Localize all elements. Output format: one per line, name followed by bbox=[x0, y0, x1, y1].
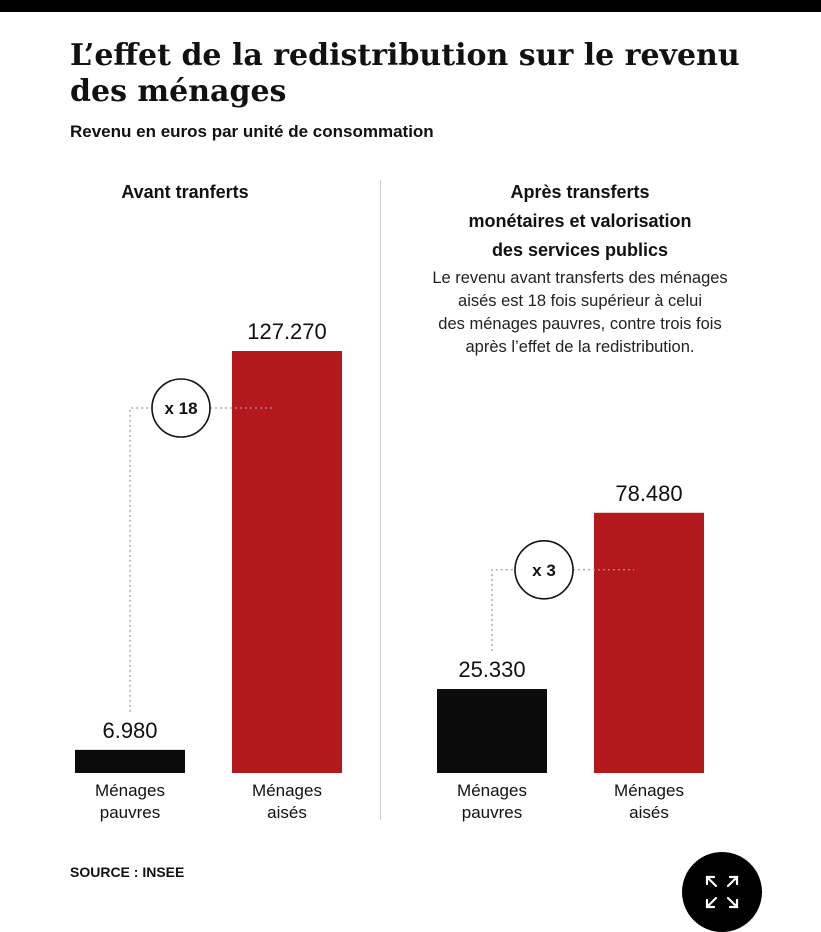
category-label: aisés bbox=[267, 803, 307, 822]
bar-menages-pauvres bbox=[75, 749, 185, 773]
expand-arrows-icon bbox=[705, 875, 739, 909]
left-panel-title: Avant tranferts bbox=[121, 182, 249, 202]
value-label: 78.480 bbox=[615, 481, 682, 506]
value-label: 25.330 bbox=[458, 657, 525, 682]
category-label: Ménages bbox=[614, 781, 684, 800]
source-note: SOURCE : INSEE bbox=[70, 864, 185, 880]
category-label: pauvres bbox=[100, 803, 160, 822]
category-label: Ménages bbox=[95, 781, 165, 800]
ratio-label: x 18 bbox=[164, 399, 197, 418]
right-panel-title: Après transferts monétaires et valorisat… bbox=[395, 178, 765, 265]
category-label: Ménages bbox=[457, 781, 527, 800]
chart-subtitle: Revenu en euros par unité de consommatio… bbox=[70, 122, 434, 141]
note-line: des ménages pauvres, contre trois fois bbox=[438, 315, 722, 333]
right-title-line: des services publics bbox=[491, 240, 669, 260]
panel-divider bbox=[380, 180, 381, 820]
ratio-connector bbox=[129, 407, 152, 712]
category-label: Ménages bbox=[252, 781, 322, 800]
value-label: 127.270 bbox=[247, 319, 327, 344]
ratio-circle bbox=[514, 539, 574, 600]
note-line: Le revenu avant transferts des ménages bbox=[432, 269, 728, 287]
right-title-line: monétaires et valorisation bbox=[468, 211, 692, 231]
bar-menages-aises bbox=[232, 351, 342, 773]
bar-menages-pauvres bbox=[437, 689, 547, 773]
ratio-connector bbox=[491, 569, 515, 652]
note-line: après l’effet de la redistribution. bbox=[465, 338, 695, 356]
chart-title: L’effet de la redistribution sur le reve… bbox=[70, 38, 740, 109]
top-bar bbox=[0, 0, 821, 12]
category-label: aisés bbox=[629, 803, 669, 822]
ratio-label: x 3 bbox=[532, 561, 556, 580]
right-title-line: Après transferts bbox=[510, 182, 650, 202]
annotation-note: Le revenu avant transferts des ménages a… bbox=[385, 267, 775, 359]
expand-button[interactable] bbox=[682, 852, 762, 932]
category-label: pauvres bbox=[462, 803, 522, 822]
value-label: 6.980 bbox=[102, 718, 157, 743]
ratio-circle bbox=[151, 378, 211, 438]
bar-menages-aises bbox=[594, 512, 704, 773]
note-line: aisés est 18 fois supérieur à celui bbox=[458, 292, 702, 310]
